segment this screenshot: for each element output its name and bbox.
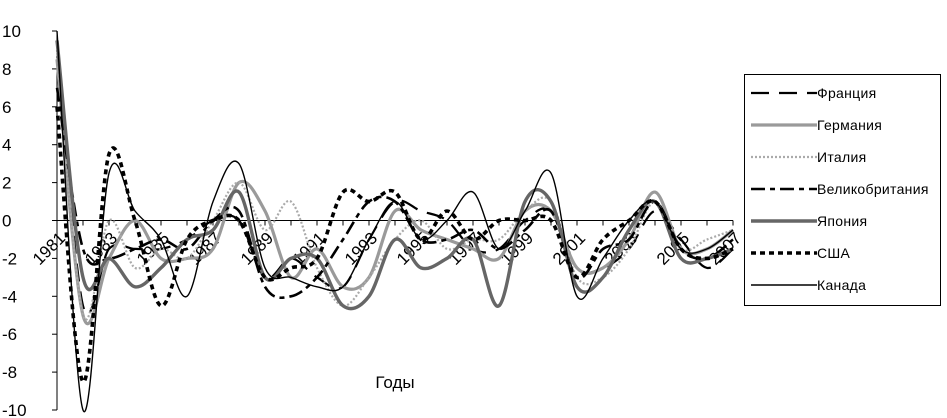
y-tick-label: 2 [2, 174, 11, 193]
series-line-3 [55, 49, 734, 321]
legend-swatch [751, 155, 817, 159]
series-line-1 [55, 40, 734, 316]
legend-item: Япония [751, 209, 867, 233]
y-tick-label: -4 [2, 287, 17, 306]
y-tick-label: 0 [2, 212, 11, 231]
legend-swatch [751, 284, 817, 286]
legend-label: Канада [817, 277, 867, 293]
legend-label: Италия [817, 149, 867, 165]
legend-item: Великобритания [751, 177, 929, 201]
series-line-5 [55, 40, 734, 311]
series-line-2 [55, 59, 734, 326]
legend-swatch [751, 187, 817, 191]
y-tick-label: -2 [2, 249, 17, 268]
series-lines [55, 30, 734, 413]
legend-label: Япония [817, 213, 868, 229]
x-tick-label: 1995 [393, 229, 433, 269]
legend-label: Германия [817, 117, 883, 133]
legend-item: Германия [751, 113, 882, 137]
x-tick-label: 1981 [29, 229, 69, 269]
x-axis-title: Годы [375, 373, 414, 392]
y-tick-label: -6 [2, 325, 17, 344]
legend-item: США [751, 241, 850, 265]
y-tick-label: 6 [2, 98, 11, 117]
legend-item: Франция [751, 81, 876, 105]
series-line-6 [55, 106, 734, 384]
y-axis: 10 8 6 4 2 0 -2 -4 -6 -8 -10 [2, 22, 58, 418]
legend-item: Италия [751, 145, 866, 169]
series-line-4 [55, 87, 734, 300]
legend-label: Великобритания [817, 181, 929, 197]
legend-label: Франция [817, 85, 877, 101]
legend-label: США [817, 245, 851, 261]
y-tick-label: 8 [2, 60, 11, 79]
y-tick-label: 10 [2, 22, 21, 41]
chart-legend: Франция Германия Италия Великобритания Япони… [744, 74, 941, 306]
y-tick-label: -10 [2, 401, 27, 418]
legend-swatch [751, 123, 817, 127]
series-line-7 [56, 30, 734, 413]
legend-swatch [751, 251, 817, 255]
legend-swatch [751, 91, 817, 95]
y-tick-label: 4 [2, 136, 11, 155]
legend-item: Канада [751, 273, 866, 297]
y-tick-label: -8 [2, 363, 17, 382]
legend-swatch [751, 219, 817, 223]
